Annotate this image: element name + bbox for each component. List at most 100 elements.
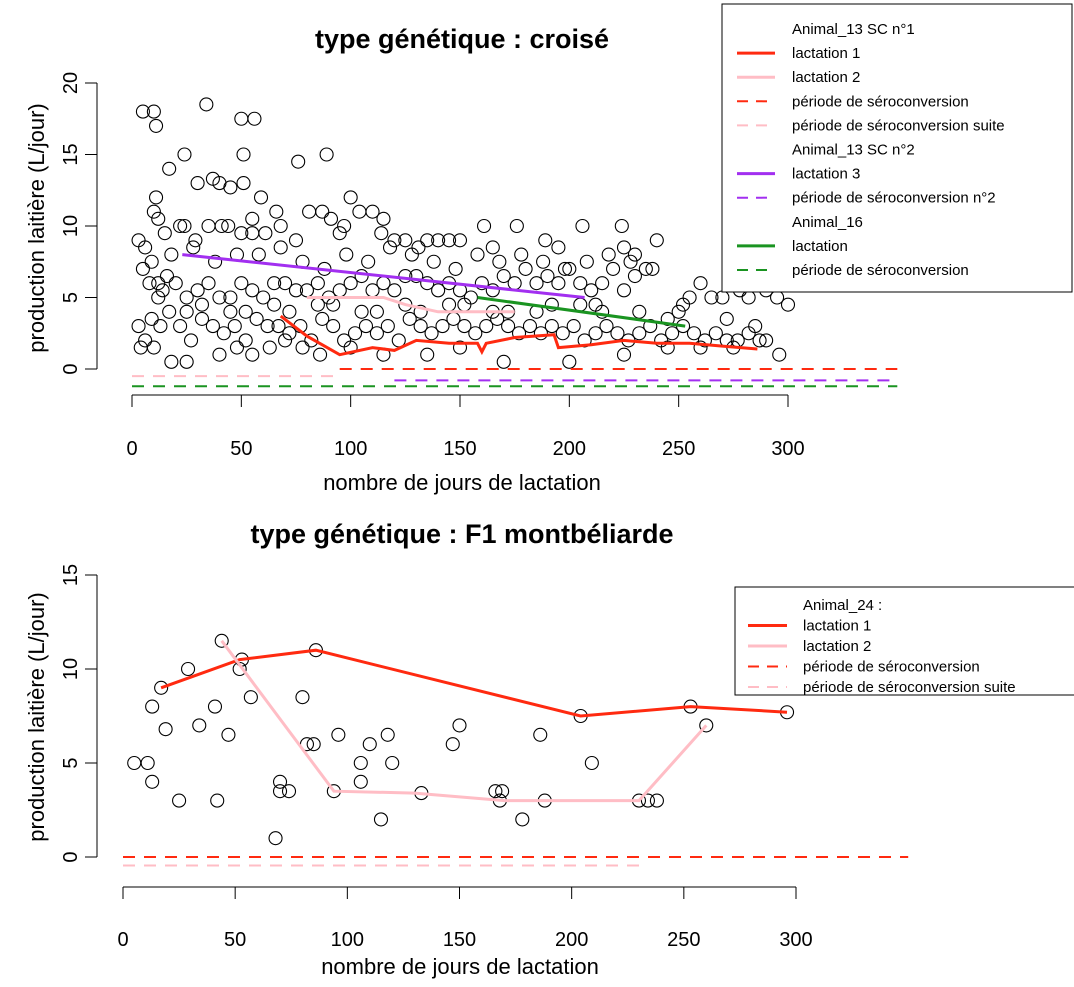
data-point (236, 176, 251, 191)
data-point (435, 319, 450, 334)
lactation-line (477, 296, 686, 328)
legend-label: Animal_13 SC n°2 (792, 142, 915, 159)
data-point (140, 755, 155, 771)
data-point (271, 319, 286, 334)
data-point (759, 333, 774, 348)
data-point (162, 161, 177, 176)
data-point (127, 755, 142, 771)
data-point (291, 154, 306, 169)
data-point (369, 326, 384, 341)
legend: Animal_24 : lactation 1 lactation 2 période… (734, 586, 1074, 696)
data-point (159, 268, 175, 284)
data-point (431, 283, 446, 298)
data-point (223, 304, 238, 319)
data-point (772, 347, 787, 362)
data-point (201, 276, 216, 291)
data-point (268, 831, 283, 846)
data-point (566, 319, 581, 334)
data-point (616, 240, 632, 255)
x-tick-label: 250 (667, 929, 700, 951)
x-tick-label: 200 (553, 438, 586, 460)
data-point (623, 254, 638, 269)
data-point (181, 661, 196, 677)
data-point (210, 793, 225, 808)
data-point (227, 319, 242, 334)
data-point (302, 204, 317, 219)
legend-label: période de séroconversion (792, 93, 969, 110)
data-point (708, 326, 723, 341)
scatter-points (131, 97, 796, 369)
data-point (282, 304, 297, 319)
data-point (557, 261, 573, 276)
data-point (146, 340, 161, 355)
legend-label: période de séroconversion (792, 262, 969, 279)
legend-label: Animal_13 SC n°1 (792, 21, 915, 38)
data-point (343, 276, 358, 291)
data-point (495, 784, 510, 799)
data-point (693, 340, 708, 355)
data-point (496, 354, 511, 369)
data-point (660, 340, 675, 355)
data-point (448, 261, 463, 276)
x-tick-label: 250 (662, 438, 695, 460)
data-point (514, 247, 529, 262)
data-point (251, 247, 266, 262)
data-point (179, 304, 194, 319)
data-point (522, 319, 538, 334)
data-point (353, 774, 368, 789)
data-point (697, 333, 712, 348)
data-point (278, 276, 293, 291)
series-lines (123, 639, 909, 867)
data-point (496, 268, 511, 284)
lactation-line (306, 296, 515, 314)
legend-label: lactation 2 (803, 638, 871, 655)
chart-panel-crossbred: type génétique : croisé nombre de jours … (24, 3, 1073, 495)
data-point (457, 297, 472, 312)
data-point (551, 276, 566, 291)
data-point (288, 283, 304, 298)
x-tick-label: 0 (117, 929, 128, 951)
data-point (192, 718, 207, 733)
y-tick-label: 10 (60, 658, 82, 680)
data-point (411, 240, 426, 255)
data-point (584, 755, 599, 771)
legend-label: période de séroconversion n°2 (792, 190, 996, 207)
data-point (413, 304, 428, 319)
series-lines (132, 253, 898, 388)
lactation-line (279, 314, 758, 357)
data-point (442, 297, 457, 312)
data-point (693, 276, 708, 291)
data-point (245, 211, 260, 226)
data-point (485, 240, 500, 255)
data-point (538, 233, 553, 248)
data-point (151, 211, 166, 226)
data-point (575, 218, 590, 234)
data-point (138, 333, 153, 348)
data-point (671, 304, 686, 319)
data-point (245, 283, 260, 298)
data-point (362, 737, 377, 752)
data-point (380, 319, 395, 334)
data-point (445, 737, 460, 752)
data-point (135, 104, 150, 119)
data-point (682, 290, 697, 305)
data-point (179, 290, 194, 305)
data-point (149, 190, 164, 205)
data-point (470, 247, 485, 262)
data-point (501, 319, 516, 334)
data-point (551, 240, 566, 255)
data-point (588, 326, 603, 341)
data-point (262, 340, 277, 355)
legend-box (734, 586, 1074, 696)
data-point (179, 354, 194, 369)
data-point (144, 254, 159, 269)
data-point (638, 261, 653, 276)
data-point (477, 218, 492, 234)
chart-title: type génétique : croisé (315, 24, 609, 54)
data-point (442, 233, 457, 248)
data-point (780, 297, 796, 312)
y-tick-label: 5 (60, 757, 82, 768)
data-point (149, 118, 164, 133)
legend-label: période de séroconversion suite (792, 117, 1005, 134)
